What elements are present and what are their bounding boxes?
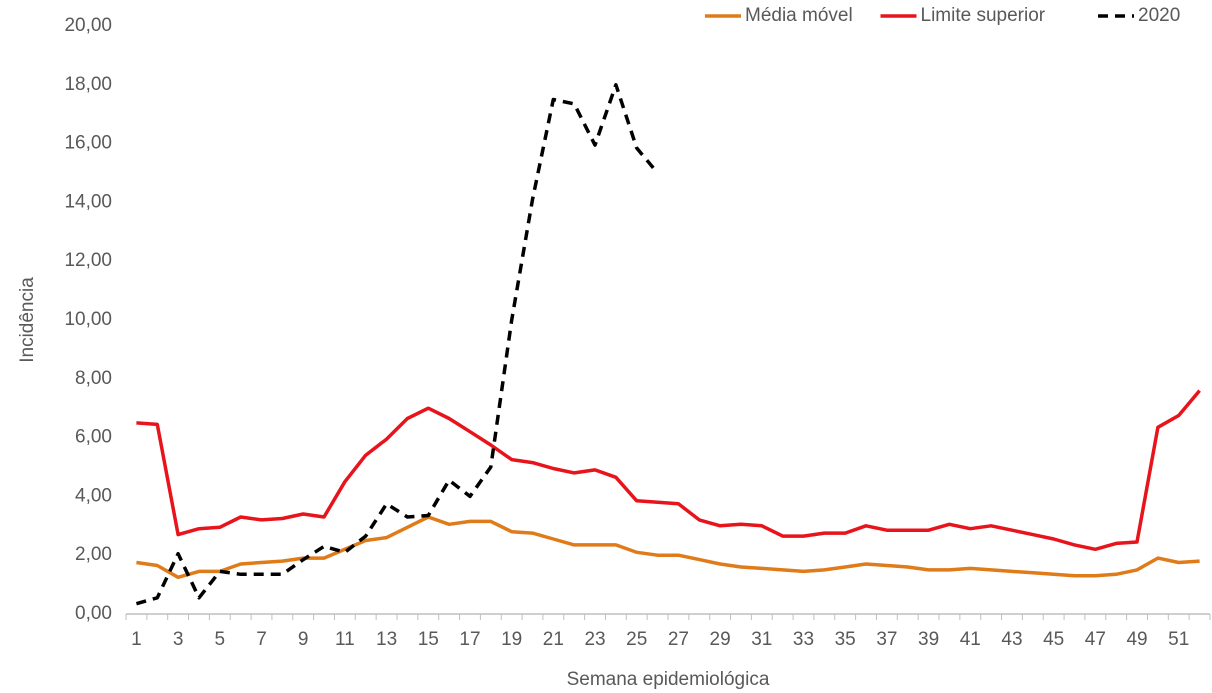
series-line: [135, 83, 659, 606]
y-tick-label: 14,00: [64, 191, 112, 212]
x-tick-label: 37: [876, 629, 897, 650]
x-tick-label: 47: [1085, 629, 1106, 650]
x-tick-label: 31: [751, 629, 772, 650]
x-tick-label: 5: [215, 629, 226, 650]
y-tick-label: 12,00: [64, 250, 112, 271]
x-tick-label: 45: [1043, 629, 1064, 650]
x-tick-label: 43: [1001, 629, 1022, 650]
x-tick-label: 19: [501, 629, 522, 650]
series-line: [136, 515, 1200, 580]
y-tick-label: 6,00: [75, 427, 112, 448]
x-tick-label: 35: [835, 629, 856, 650]
y-tick-label: 20,00: [64, 15, 112, 36]
x-tick-label: 27: [668, 629, 689, 650]
y-tick-label: 0,00: [75, 603, 112, 624]
x-tick-label: 15: [418, 629, 439, 650]
x-axis-title: Semana epidemiológica: [567, 669, 770, 690]
y-axis-title: Incidência: [17, 277, 38, 363]
x-tick-label: 21: [543, 629, 564, 650]
x-tick-label: 13: [376, 629, 397, 650]
x-tick-label: 49: [1126, 629, 1147, 650]
x-tick-label: 1: [131, 629, 142, 650]
x-tick-label: 39: [918, 629, 939, 650]
x-tick-label: 33: [793, 629, 814, 650]
x-tick-label: 9: [298, 629, 309, 650]
x-tick-label: 23: [584, 629, 605, 650]
x-tick-label: 17: [459, 629, 480, 650]
x-tick-label: 41: [960, 629, 981, 650]
x-tick-label: 29: [710, 629, 731, 650]
y-tick-label: 16,00: [64, 133, 112, 154]
y-tick-label: 10,00: [64, 309, 112, 330]
x-tick-label: 51: [1168, 629, 1189, 650]
y-tick-label: 8,00: [75, 368, 112, 389]
x-tick-label: 3: [173, 629, 184, 650]
legend-label: 2020: [1138, 5, 1180, 26]
legend-label: Limite superior: [921, 5, 1046, 26]
y-tick-label: 18,00: [64, 74, 112, 95]
y-tick-label: 4,00: [75, 485, 112, 506]
x-tick-label: 11: [335, 629, 355, 650]
x-tick-label: 7: [256, 629, 267, 650]
legend-label: Média móvel: [745, 5, 853, 26]
series-line: [136, 389, 1201, 552]
x-tick-label: 25: [626, 629, 647, 650]
y-tick-label: 2,00: [75, 544, 112, 565]
